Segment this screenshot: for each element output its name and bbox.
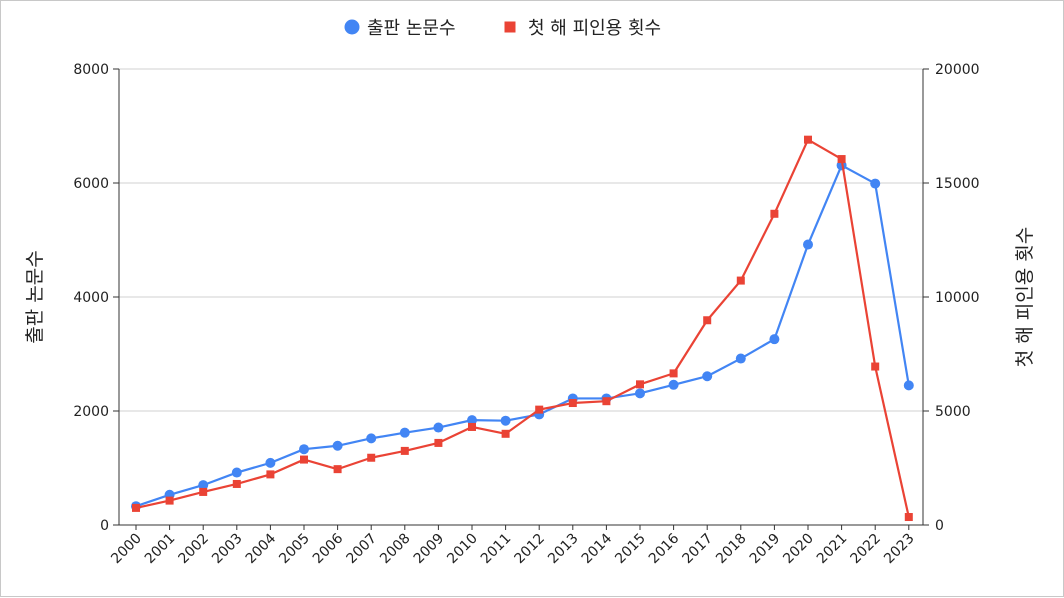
x-tick-label: 2016 bbox=[646, 530, 683, 567]
y-axis-title: 출판 논문수 bbox=[24, 250, 46, 343]
series-1-point bbox=[668, 379, 679, 390]
x-tick-label: 2013 bbox=[545, 531, 582, 568]
y-tick-label: 4000 bbox=[73, 290, 109, 306]
series-1-point bbox=[265, 457, 276, 468]
series-2-point bbox=[266, 470, 275, 479]
legend-marker-1 bbox=[344, 19, 360, 35]
y-tick-label: 8000 bbox=[73, 62, 109, 78]
x-tick-label: 2022 bbox=[848, 531, 885, 568]
series-1-point bbox=[735, 353, 746, 364]
legend-label-2: 첫 해 피인용 횟수 bbox=[528, 18, 661, 39]
series-2-point bbox=[501, 429, 510, 438]
series-1-point bbox=[769, 334, 780, 345]
x-tick-label: 2004 bbox=[243, 530, 280, 567]
y-tick-label: 6000 bbox=[73, 176, 109, 192]
series-2-point bbox=[837, 155, 846, 164]
y-tick-label: 2000 bbox=[73, 404, 109, 420]
series-2-point bbox=[636, 380, 644, 389]
series-1-point bbox=[433, 422, 444, 433]
x-tick-label: 2019 bbox=[747, 531, 784, 568]
x-tick-label: 2001 bbox=[142, 531, 179, 568]
x-tick-label: 2000 bbox=[108, 531, 145, 568]
y2-tick-label: 10000 bbox=[935, 290, 980, 306]
x-tick-label: 2009 bbox=[411, 531, 448, 568]
series-2-point bbox=[770, 209, 779, 218]
x-tick-label: 2012 bbox=[512, 531, 549, 568]
series-line-1 bbox=[135, 164, 910, 508]
series-2-point bbox=[904, 513, 913, 522]
y2-tick-label: 20000 bbox=[935, 62, 980, 78]
series-2-point bbox=[669, 369, 678, 378]
series-2-point bbox=[871, 362, 880, 371]
series-2-point bbox=[165, 496, 174, 505]
series-2-point bbox=[232, 479, 241, 488]
x-tick-label: 2017 bbox=[680, 531, 717, 568]
y2-axis-title: 첫 해 피인용 횟수 bbox=[1014, 227, 1036, 367]
series-1-point bbox=[299, 444, 309, 455]
series-2-point bbox=[535, 405, 544, 414]
series-2-point bbox=[333, 465, 342, 474]
series-2-point bbox=[300, 455, 308, 464]
x-tick-label: 2008 bbox=[377, 531, 414, 568]
y2-tick-label: 5000 bbox=[935, 404, 971, 420]
legend-marker-2 bbox=[504, 21, 516, 33]
series-2-point bbox=[468, 422, 476, 431]
series-1-point bbox=[903, 380, 914, 391]
series-2-point bbox=[400, 446, 409, 455]
series-1-point bbox=[467, 415, 477, 426]
x-tick-label: 2002 bbox=[176, 531, 213, 568]
x-tick-label: 2015 bbox=[612, 531, 649, 568]
series-2-point bbox=[568, 399, 577, 408]
series-2-point bbox=[434, 438, 443, 447]
x-tick-label: 2020 bbox=[780, 531, 817, 568]
x-tick-label: 2018 bbox=[713, 531, 750, 568]
x-tick-label: 2005 bbox=[276, 531, 313, 568]
series-line-2 bbox=[135, 138, 910, 518]
series-1-point bbox=[231, 467, 242, 478]
x-tick-label: 2006 bbox=[310, 530, 347, 567]
series-1-point bbox=[635, 388, 645, 399]
x-tick-label: 2007 bbox=[344, 531, 381, 568]
series-2-point bbox=[602, 397, 611, 406]
x-tick-label: 2011 bbox=[478, 531, 515, 568]
series-1-point bbox=[870, 178, 881, 189]
y2-tick-label: 15000 bbox=[935, 176, 980, 192]
x-tick-label: 2023 bbox=[881, 531, 918, 568]
series-2-point bbox=[804, 135, 812, 144]
x-tick-label: 2010 bbox=[444, 531, 481, 568]
series-1-point bbox=[332, 440, 343, 451]
legend-label-1: 출판 논문수 bbox=[367, 18, 456, 39]
series-2-point bbox=[132, 503, 140, 512]
series-2-point bbox=[199, 487, 208, 496]
x-tick-label: 2003 bbox=[209, 531, 246, 568]
y2-tick-label: 0 bbox=[935, 518, 944, 534]
series-1-point bbox=[500, 415, 511, 426]
series-1-point bbox=[803, 239, 813, 250]
x-tick-label: 2014 bbox=[579, 530, 616, 567]
series-2-point bbox=[367, 453, 376, 462]
series-1-point bbox=[198, 480, 209, 491]
series-2-point bbox=[736, 276, 745, 285]
y-tick-label: 0 bbox=[100, 518, 109, 534]
series-2-point bbox=[703, 316, 712, 325]
series-1-point bbox=[399, 427, 410, 438]
series-1-point bbox=[702, 371, 713, 382]
x-tick-label: 2021 bbox=[814, 531, 851, 568]
series-1-point bbox=[366, 433, 377, 444]
